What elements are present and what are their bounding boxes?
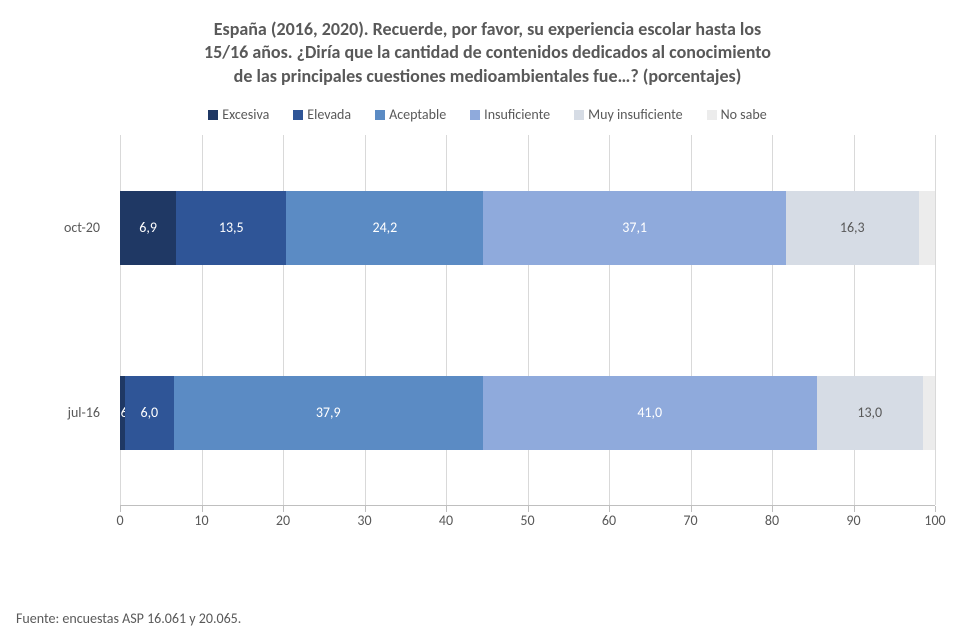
legend: Excesiva Elevada Aceptable Insuficiente Muy …	[10, 98, 965, 135]
x-axis-label: 100	[924, 512, 945, 529]
x-axis-label: 20	[276, 512, 290, 529]
bar-row: jul-16,66,037,941,013,0	[120, 376, 935, 450]
bar-segment	[919, 191, 935, 265]
bar-segment	[923, 376, 935, 450]
x-axis-label: 30	[357, 512, 371, 529]
legend-swatch	[293, 110, 303, 120]
chart-title: España (2016, 2020). Recuerde, por favor…	[10, 10, 965, 98]
x-axis-label: 80	[765, 512, 779, 529]
plot-area: oct-206,913,524,237,116,3 jul-16,66,037,9…	[120, 135, 935, 505]
legend-item: Excesiva	[208, 106, 269, 123]
legend-label: Aceptable	[389, 106, 446, 123]
bar-segment: 6,9	[120, 191, 176, 265]
legend-item: Insuficiente	[470, 106, 550, 123]
legend-label: Excesiva	[222, 106, 269, 123]
y-axis-label: oct-20	[10, 191, 110, 265]
title-line-2: 15/16 años. ¿Diría que la cantidad de co…	[204, 41, 771, 63]
legend-label: Muy insuficiente	[588, 106, 682, 123]
bar-segment: 37,9	[174, 376, 483, 450]
x-axis-label: 0	[116, 512, 123, 529]
legend-swatch	[208, 110, 218, 120]
y-axis-label: jul-16	[10, 376, 110, 450]
x-axis-label: 50	[520, 512, 534, 529]
legend-item: Muy insuficiente	[574, 106, 682, 123]
bar-segment: 41,0	[483, 376, 817, 450]
bar-segment: 16,3	[786, 191, 919, 265]
legend-swatch	[574, 110, 584, 120]
bar-segment: 13,0	[817, 376, 923, 450]
bar-segment: 24,2	[286, 191, 483, 265]
gridline	[935, 135, 936, 505]
bars: oct-206,913,524,237,116,3 jul-16,66,037,9…	[120, 135, 935, 505]
bar-row: oct-206,913,524,237,116,3	[120, 191, 935, 265]
legend-label: Insuficiente	[484, 106, 550, 123]
x-axis-label: 60	[602, 512, 616, 529]
bar-segment: 13,5	[176, 191, 286, 265]
title-line-1: España (2016, 2020). Recuerde, por favor…	[214, 18, 761, 40]
title-line-3: de las principales cuestiones medioambie…	[234, 65, 742, 87]
legend-swatch	[470, 110, 480, 120]
x-axis: 0102030405060708090100	[120, 505, 935, 535]
legend-item: Aceptable	[375, 106, 446, 123]
legend-swatch	[375, 110, 385, 120]
chart-container: España (2016, 2020). Recuerde, por favor…	[10, 10, 965, 627]
legend-label: Elevada	[307, 106, 351, 123]
legend-label: No sabe	[721, 106, 767, 123]
legend-swatch	[707, 110, 717, 120]
x-axis-label: 90	[846, 512, 860, 529]
x-axis-label: 70	[683, 512, 697, 529]
source-text: Fuente: encuestas ASP 16.061 y 20.065.	[16, 610, 241, 627]
bar-segment: 6,0	[125, 376, 174, 450]
legend-item: Elevada	[293, 106, 351, 123]
legend-item: No sabe	[707, 106, 767, 123]
x-axis-label: 40	[439, 512, 453, 529]
bar-segment: 37,1	[483, 191, 785, 265]
x-axis-label: 10	[194, 512, 208, 529]
